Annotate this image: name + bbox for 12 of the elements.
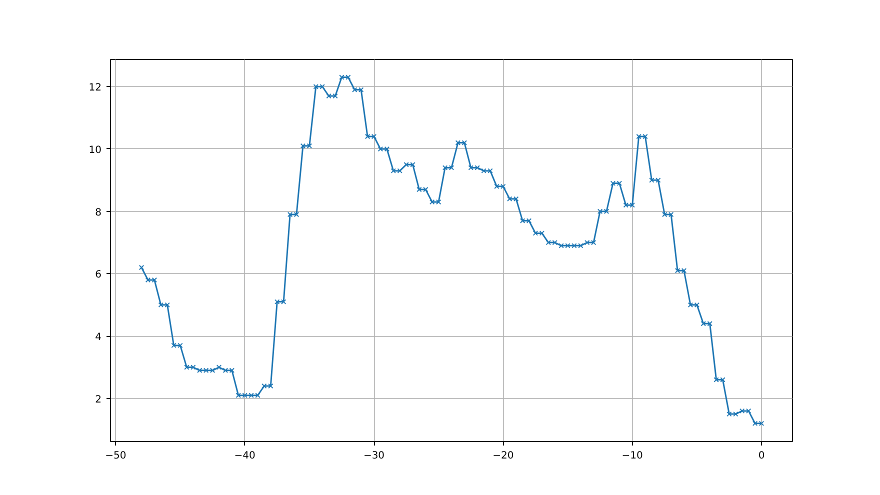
y-tick-label: 10 [88, 144, 102, 156]
y-tick-label: 2 [95, 394, 102, 406]
x-tick-label: −40 [234, 450, 256, 462]
x-tick-label: 0 [758, 450, 765, 462]
x-tick-label: −20 [492, 450, 514, 462]
y-tick-label: 8 [95, 207, 102, 218]
x-tick-label: −50 [105, 450, 126, 462]
y-tick-label: 4 [95, 332, 102, 344]
x-tick-label: −10 [622, 450, 643, 462]
y-tick-label: 12 [88, 82, 102, 94]
y-tick-label: 6 [95, 270, 102, 281]
x-tick-label: −30 [363, 450, 385, 462]
